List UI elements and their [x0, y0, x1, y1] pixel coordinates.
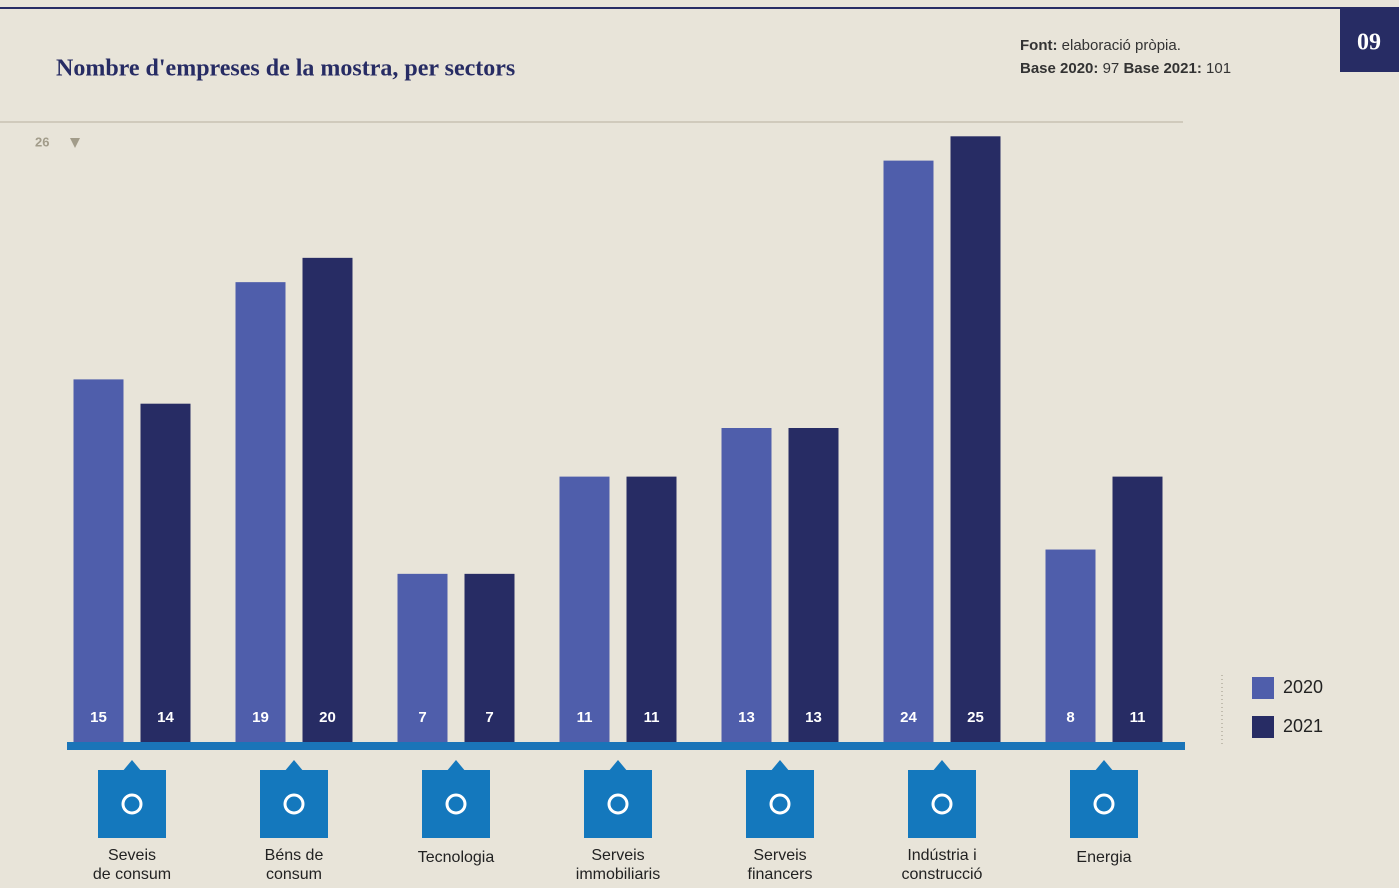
x-tick-label: immobiliaris	[576, 866, 660, 883]
legend-label: 2021	[1283, 716, 1323, 736]
x-tick-label: Indústria i	[907, 847, 976, 864]
chart-title: Nombre d'empreses de la mostra, per sect…	[56, 56, 515, 82]
icon-pointer	[932, 760, 952, 772]
bar	[1112, 476, 1163, 744]
source-text: elaboració pròpia.	[1062, 37, 1181, 54]
bar	[464, 573, 515, 744]
icon-box	[584, 770, 652, 838]
x-tick-label: construcció	[902, 866, 983, 883]
x-tick-label: Serveis	[753, 847, 806, 864]
icon-box	[1070, 770, 1138, 838]
value-label: 14	[157, 709, 174, 726]
base-value: 97	[1103, 60, 1120, 77]
base-label: Base 2020:	[1020, 60, 1098, 77]
icon-glyph	[121, 793, 143, 815]
icon-pointer	[122, 760, 142, 772]
icon-glyph	[283, 793, 305, 815]
x-tick-label: Béns de	[265, 847, 324, 864]
page-number: 09	[1357, 30, 1381, 56]
value-label: 11	[644, 709, 660, 726]
base-value: 101	[1206, 60, 1231, 77]
base-label: Base 2021:	[1123, 60, 1201, 77]
value-label: 11	[1130, 709, 1146, 726]
baseline	[67, 742, 1185, 750]
x-tick-label: de consum	[93, 866, 171, 883]
value-label: 15	[90, 709, 107, 726]
base-note: Base 2020: 97 Base 2021: 101	[1020, 60, 1231, 77]
icon-glyph	[931, 793, 953, 815]
icon-box	[746, 770, 814, 838]
icon-pointer	[608, 760, 628, 772]
bar	[950, 136, 1001, 745]
x-tick-label: Serveis	[591, 847, 644, 864]
y-max-arrow	[70, 138, 80, 148]
bar	[788, 428, 839, 744]
bar	[397, 573, 448, 744]
bar	[559, 476, 610, 744]
value-label: 19	[252, 709, 269, 726]
value-label: 13	[738, 709, 755, 726]
x-tick-label: Tecnologia	[418, 849, 495, 866]
bar	[883, 160, 934, 745]
source-label: Font:	[1020, 37, 1057, 54]
icon-box	[260, 770, 328, 838]
page-badge	[1340, 8, 1399, 72]
value-label: 25	[967, 709, 984, 726]
source-note: Font: elaboració pròpia.	[1020, 37, 1181, 54]
icon-pointer	[1094, 760, 1114, 772]
bar	[140, 403, 191, 744]
value-label: 8	[1066, 709, 1074, 726]
value-label: 24	[900, 709, 917, 726]
legend-swatch	[1252, 716, 1274, 738]
y-max-label: 26	[35, 134, 49, 149]
bar	[73, 379, 124, 744]
bar	[302, 257, 353, 744]
icon-glyph	[607, 793, 629, 815]
icon-glyph	[1093, 793, 1115, 815]
bar	[235, 282, 286, 744]
value-label: 20	[319, 709, 336, 726]
icon-glyph	[769, 793, 791, 815]
value-label: 11	[577, 709, 593, 726]
icon-box	[98, 770, 166, 838]
x-tick-label: consum	[266, 866, 322, 883]
legend-swatch	[1252, 677, 1274, 699]
x-tick-label: financers	[748, 866, 813, 883]
legend-label: 2020	[1283, 677, 1323, 697]
bar	[626, 476, 677, 744]
icon-pointer	[284, 760, 304, 772]
x-tick-label: Energia	[1076, 849, 1131, 866]
icon-box	[908, 770, 976, 838]
value-label: 7	[418, 709, 426, 726]
icon-pointer	[446, 760, 466, 772]
bar	[721, 428, 772, 744]
bar	[1045, 549, 1096, 744]
value-label: 13	[805, 709, 822, 726]
icon-pointer	[770, 760, 790, 772]
icon-box	[422, 770, 490, 838]
icon-glyph	[445, 793, 467, 815]
value-label: 7	[485, 709, 493, 726]
x-tick-label: Seveis	[108, 847, 156, 864]
